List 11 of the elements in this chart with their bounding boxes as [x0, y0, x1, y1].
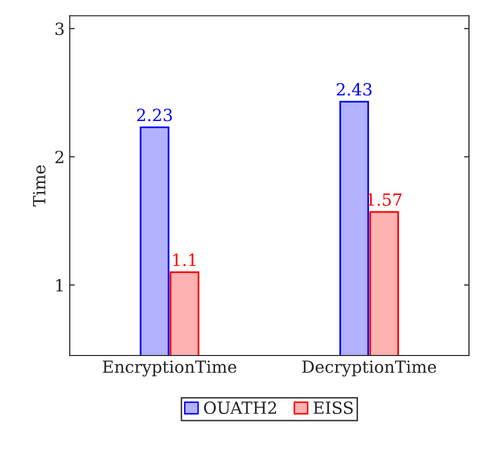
x-tick-label: EncryptionTime — [102, 360, 236, 376]
data-label: 2.43 — [336, 83, 372, 96]
data-label: 2.23 — [137, 108, 172, 122]
y-axis-title: Time — [32, 165, 46, 207]
legend-label: OUATH2 — [204, 401, 276, 414]
data-label: 1.1 — [173, 254, 196, 266]
legend-label: EISS — [314, 401, 353, 414]
y-tick-label: 2 — [55, 150, 64, 164]
y-tick-label: 1 — [56, 278, 63, 292]
y-tick-label: 3 — [56, 22, 64, 36]
x-tick-label: DecryptionTime — [302, 360, 436, 376]
